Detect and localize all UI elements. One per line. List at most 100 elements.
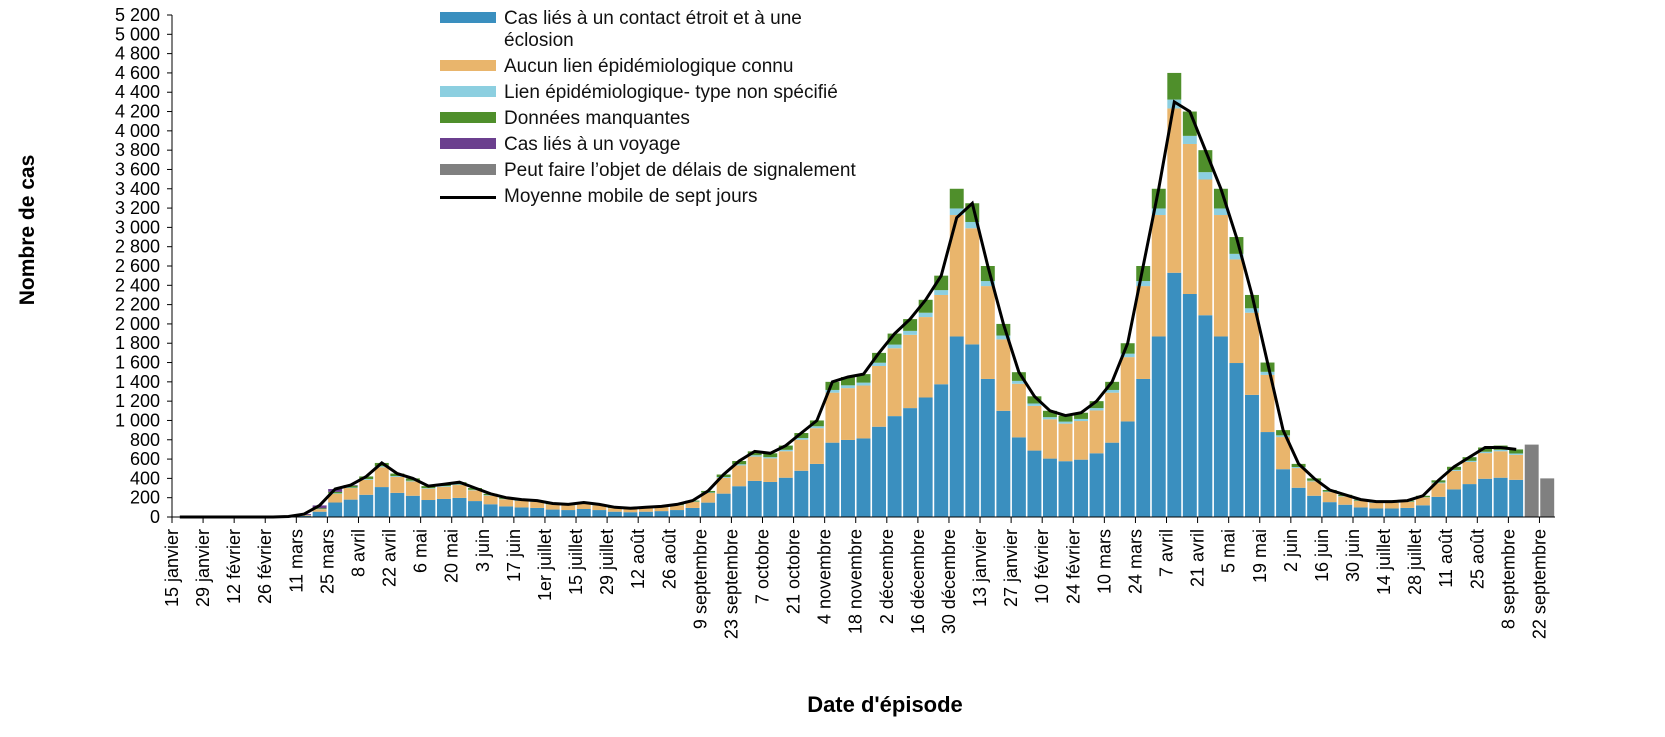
bar-segment (1090, 408, 1104, 410)
bar-segment (1214, 208, 1228, 215)
bar-segment (390, 477, 404, 493)
y-tick-label: 2 200 (115, 295, 160, 315)
bar-segment (670, 510, 684, 517)
x-tick-label: 26 février (255, 529, 275, 604)
legend-swatch (440, 12, 496, 23)
bar-segment (732, 486, 746, 517)
bar-segment (934, 295, 948, 384)
legend-label: Données manquantes (504, 108, 690, 129)
bar-segment (499, 499, 513, 506)
bar-segment (1183, 294, 1197, 517)
y-axis-title: Nombre de cas (16, 155, 39, 306)
bar-segment (1509, 453, 1523, 454)
bar-segment (810, 426, 824, 428)
bar-segment (934, 384, 948, 517)
legend-item: Moyenne mobile de sept jours (440, 186, 860, 208)
bar-segment (1276, 435, 1290, 437)
x-tick-label: 19 mai (1250, 529, 1270, 583)
x-tick-label: 28 juillet (1405, 529, 1425, 595)
legend-item: Aucun lien épidémiologique connu (440, 56, 860, 78)
bar-segment (1198, 315, 1212, 517)
bar-segment (888, 348, 902, 416)
bar-segment (1214, 336, 1228, 517)
bar-segment (1183, 144, 1197, 294)
bar-segment (1292, 468, 1306, 488)
bar-segment (437, 499, 451, 517)
y-tick-label: 2 400 (115, 275, 160, 295)
bar-segment (919, 317, 933, 397)
bar-segment (1323, 502, 1337, 517)
bar-segment (1509, 480, 1523, 517)
x-tick-label: 26 août (659, 529, 679, 589)
bar-segment (515, 501, 529, 507)
x-tick-label: 2 juin (1281, 529, 1301, 572)
bar-segment (841, 388, 855, 440)
x-tick-label: 27 janvier (1001, 529, 1021, 607)
bar-segment (1136, 286, 1150, 379)
bar-segment (965, 228, 979, 344)
x-tick-label: 16 juin (1312, 529, 1332, 582)
bar-segment (313, 512, 327, 517)
bar-segment (981, 379, 995, 517)
bar-segment (810, 428, 824, 464)
legend-swatch (440, 112, 496, 123)
x-tick-label: 5 mai (1219, 529, 1239, 573)
bar-segment (1261, 372, 1275, 375)
x-tick-label: 17 juin (504, 529, 524, 582)
bar-segment (468, 490, 482, 501)
bar-segment (1090, 453, 1104, 517)
bar-segment (1214, 215, 1228, 336)
bar-segment (515, 507, 529, 517)
bar-segment (1043, 417, 1057, 419)
bar-segment (328, 503, 342, 517)
x-tick-label: 25 août (1467, 529, 1487, 589)
bar-segment (530, 508, 544, 517)
bar-segment (1121, 421, 1135, 517)
bar-segment (872, 427, 886, 517)
bar-segment (763, 458, 777, 482)
x-tick-label: 23 septembre (721, 529, 741, 639)
bar-segment (468, 501, 482, 517)
bar-segment (1229, 363, 1243, 517)
legend-label: Lien épidémiologique- type non spécifié (504, 82, 838, 103)
bar-segment (1338, 505, 1352, 517)
bar-segment (639, 512, 653, 517)
bar-segment (686, 508, 700, 517)
y-tick-label: 3 400 (115, 179, 160, 199)
bar-segment (1027, 403, 1041, 405)
bar-segment (1463, 484, 1477, 517)
legend-item: Peut faire l’objet de délais de signalem… (440, 160, 860, 182)
y-tick-label: 2 000 (115, 314, 160, 334)
x-tick-label: 9 septembre (690, 529, 710, 629)
legend-swatch (440, 86, 496, 97)
bar-segment (1463, 462, 1477, 484)
bar-segment (1198, 172, 1212, 179)
y-tick-label: 5 000 (115, 24, 160, 44)
y-tick-label: 5 200 (115, 5, 160, 25)
x-tick-label: 10 février (1032, 529, 1052, 604)
bar-segment (779, 478, 793, 517)
x-tick-label: 24 mars (1125, 529, 1145, 594)
bar-segment (919, 313, 933, 317)
bar-segment (1167, 73, 1181, 100)
bar-segment (810, 464, 824, 517)
bar-segment (1229, 259, 1243, 363)
bar-segment (359, 480, 373, 495)
bar-segment (717, 494, 731, 517)
x-tick-label: 10 mars (1094, 529, 1114, 594)
bar-segment (623, 512, 637, 517)
x-tick-label: 2 décembre (877, 529, 897, 624)
y-tick-label: 1 000 (115, 410, 160, 430)
bar-segment (1447, 471, 1461, 490)
bar-segment (1540, 478, 1554, 517)
y-tick-label: 0 (150, 507, 160, 527)
legend-swatch (440, 164, 496, 175)
y-tick-label: 1 400 (115, 372, 160, 392)
legend-label: Cas liés à un contact étroit et à une éc… (504, 8, 802, 51)
bar-segment (1167, 273, 1181, 517)
bar-segment (655, 511, 669, 517)
bar-segment (888, 345, 902, 349)
bar-segment (359, 495, 373, 517)
y-tick-label: 1 800 (115, 333, 160, 353)
y-tick-label: 4 400 (115, 82, 160, 102)
